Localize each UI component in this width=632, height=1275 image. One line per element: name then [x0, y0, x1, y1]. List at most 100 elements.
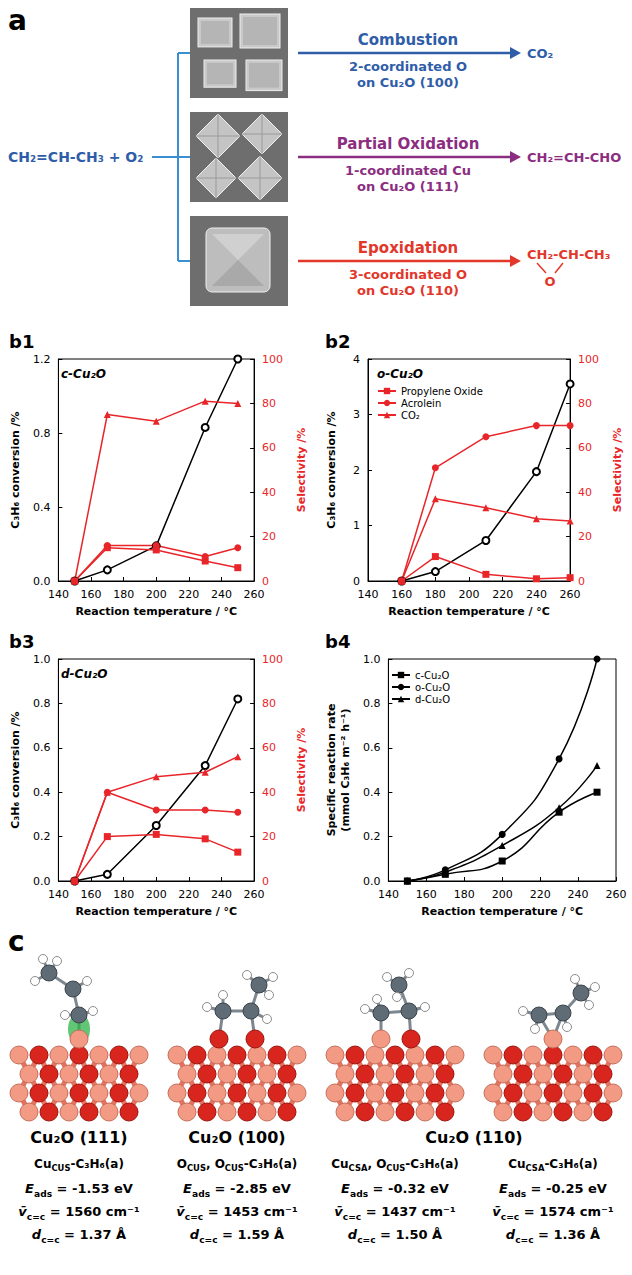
- svg-text:on Cu₂O (100): on Cu₂O (100): [357, 75, 459, 90]
- svg-text:Epoxidation: Epoxidation: [358, 239, 458, 257]
- svg-text:220: 220: [178, 588, 199, 601]
- svg-text:2-coordinated O: 2-coordinated O: [349, 59, 467, 74]
- svg-text:Propylene Oxide: Propylene Oxide: [401, 386, 483, 397]
- svg-text:200: 200: [146, 588, 167, 601]
- svg-text:C₃H₆ conversion /%: C₃H₆ conversion /%: [325, 411, 338, 528]
- svg-text:Selectivity /%: Selectivity /%: [295, 428, 308, 512]
- svg-text:Acrolein: Acrolein: [401, 398, 441, 409]
- svg-text:20: 20: [262, 830, 276, 843]
- svg-text:80: 80: [578, 397, 592, 410]
- svg-text:0.0: 0.0: [33, 575, 51, 588]
- svg-text:o-Cu₂O: o-Cu₂O: [415, 682, 450, 693]
- svg-text:Partial Oxidation: Partial Oxidation: [337, 135, 480, 153]
- svg-text:0.4: 0.4: [33, 501, 51, 514]
- svg-text:Selectivity /%: Selectivity /%: [611, 428, 624, 512]
- svg-text:on Cu₂O (110): on Cu₂O (110): [357, 283, 459, 298]
- svg-text:0.4: 0.4: [33, 786, 51, 799]
- svg-text:180: 180: [113, 588, 134, 601]
- svg-text:3-coordinated O: 3-coordinated O: [349, 267, 467, 282]
- svg-text:260: 260: [244, 588, 265, 601]
- svg-text:0.8: 0.8: [363, 697, 381, 710]
- svg-text:240: 240: [211, 588, 232, 601]
- svg-text:0.6: 0.6: [363, 741, 381, 754]
- svg-text:180: 180: [425, 588, 446, 601]
- svg-text:Reaction temperature / °C: Reaction temperature / °C: [75, 905, 237, 918]
- svg-text:1: 1: [353, 519, 360, 532]
- svg-text:20: 20: [262, 530, 276, 543]
- svg-text:C₃H₆ conversion /%: C₃H₆ conversion /%: [9, 411, 22, 528]
- svg-text:200: 200: [459, 588, 480, 601]
- svg-text:80: 80: [262, 697, 276, 710]
- svg-text:0: 0: [262, 875, 269, 888]
- svg-text:240: 240: [211, 888, 232, 901]
- svg-text:180: 180: [113, 888, 134, 901]
- svg-text:CO₂: CO₂: [527, 46, 553, 61]
- svg-text:200: 200: [146, 888, 167, 901]
- svg-text:1.0: 1.0: [363, 653, 381, 666]
- svg-text:100: 100: [262, 353, 283, 366]
- svg-text:c-Cu₂O: c-Cu₂O: [61, 367, 106, 381]
- svg-text:CO₂: CO₂: [401, 410, 420, 421]
- svg-text:Specific reaction rate: Specific reaction rate: [325, 704, 338, 837]
- svg-text:b1: b1: [9, 331, 34, 352]
- svg-text:O: O: [544, 274, 555, 289]
- svg-text:0.6: 0.6: [33, 741, 51, 754]
- svg-text:2: 2: [353, 464, 360, 477]
- svg-text:b3: b3: [9, 631, 34, 652]
- svg-text:CH₂-CH-CH₃: CH₂-CH-CH₃: [527, 247, 610, 262]
- svg-text:0.0: 0.0: [33, 875, 51, 888]
- svg-text:d-Cu₂O: d-Cu₂O: [61, 667, 107, 681]
- svg-text:(mmol C₃H₆ m⁻² h⁻¹): (mmol C₃H₆ m⁻² h⁻¹): [339, 708, 352, 831]
- svg-text:C₃H₆ conversion /%: C₃H₆ conversion /%: [9, 711, 22, 828]
- svg-text:Reaction temperature / °C: Reaction temperature / °C: [75, 605, 237, 618]
- svg-text:o-Cu₂O: o-Cu₂O: [377, 367, 423, 381]
- svg-text:260: 260: [560, 588, 581, 601]
- svg-text:40: 40: [262, 486, 276, 499]
- svg-text:200: 200: [492, 888, 513, 901]
- svg-text:220: 220: [492, 588, 513, 601]
- svg-text:100: 100: [578, 353, 599, 366]
- svg-text:b4: b4: [325, 631, 350, 652]
- svg-text:on Cu₂O (111): on Cu₂O (111): [357, 179, 459, 194]
- svg-text:160: 160: [81, 588, 102, 601]
- svg-text:4: 4: [353, 353, 360, 366]
- svg-text:0.2: 0.2: [363, 830, 381, 843]
- svg-text:1.0: 1.0: [33, 653, 51, 666]
- svg-text:0: 0: [353, 575, 360, 588]
- svg-text:CH₂=CH-CH₃ + O₂: CH₂=CH-CH₃ + O₂: [8, 149, 143, 165]
- svg-text:240: 240: [568, 888, 589, 901]
- svg-text:40: 40: [578, 486, 592, 499]
- svg-text:260: 260: [606, 888, 627, 901]
- svg-text:Reaction temperature / °C: Reaction temperature / °C: [421, 905, 583, 918]
- svg-text:0.8: 0.8: [33, 697, 51, 710]
- svg-text:40: 40: [262, 786, 276, 799]
- svg-text:220: 220: [178, 888, 199, 901]
- svg-text:140: 140: [358, 588, 379, 601]
- svg-text:3: 3: [353, 408, 360, 421]
- svg-text:140: 140: [48, 588, 69, 601]
- svg-text:a: a: [8, 4, 27, 37]
- svg-text:0.2: 0.2: [33, 830, 51, 843]
- svg-text:180: 180: [454, 888, 475, 901]
- svg-text:220: 220: [530, 888, 551, 901]
- svg-text:80: 80: [262, 397, 276, 410]
- svg-text:60: 60: [578, 441, 592, 454]
- svg-text:60: 60: [262, 741, 276, 754]
- svg-text:CH₂=CH-CHO: CH₂=CH-CHO: [527, 150, 621, 165]
- svg-text:c-Cu₂O: c-Cu₂O: [415, 670, 449, 681]
- svg-text:0.8: 0.8: [33, 427, 51, 440]
- svg-text:Reaction temperature / °C: Reaction temperature / °C: [388, 605, 550, 618]
- svg-text:160: 160: [416, 888, 437, 901]
- svg-text:0.0: 0.0: [363, 875, 381, 888]
- svg-text:d-Cu₂O: d-Cu₂O: [415, 694, 450, 705]
- svg-text:100: 100: [262, 653, 283, 666]
- svg-text:160: 160: [391, 588, 412, 601]
- svg-text:0: 0: [262, 575, 269, 588]
- svg-text:260: 260: [244, 888, 265, 901]
- svg-text:140: 140: [48, 888, 69, 901]
- svg-text:1.2: 1.2: [33, 353, 51, 366]
- svg-text:160: 160: [81, 888, 102, 901]
- svg-text:140: 140: [378, 888, 399, 901]
- svg-text:Combustion: Combustion: [358, 31, 459, 49]
- svg-text:0: 0: [578, 575, 585, 588]
